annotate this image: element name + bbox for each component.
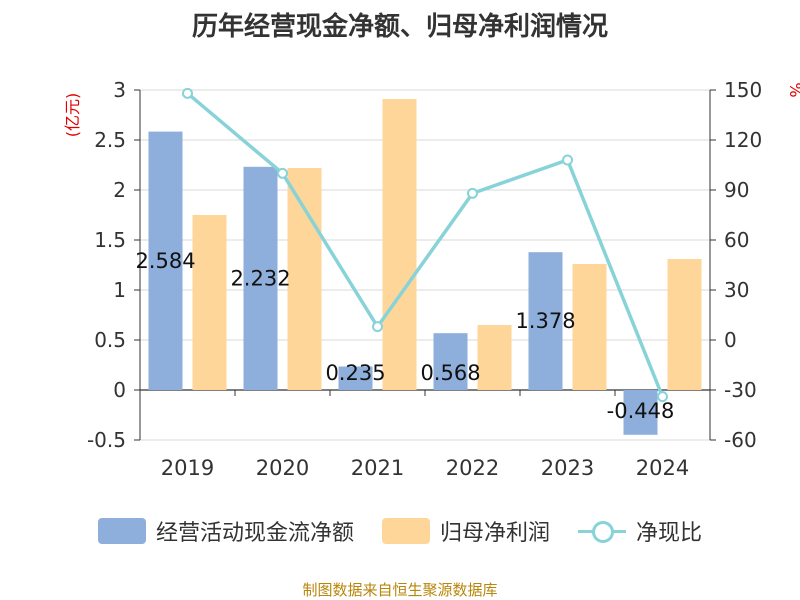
data-label-operating-cash-flow: 0.235 — [325, 361, 385, 385]
data-label-operating-cash-flow: 2.232 — [230, 266, 290, 290]
data-label-operating-cash-flow: 2.584 — [135, 249, 195, 273]
bar-net-profit — [477, 325, 512, 390]
x-tick-label: 2022 — [446, 456, 499, 480]
line-cash-ratio — [186, 91, 665, 398]
legend-label-cash-ratio: 净现比 — [636, 521, 703, 546]
legend-swatch-operating-cash-flow — [97, 518, 146, 544]
bar-net-profit — [382, 99, 417, 390]
x-tick-label: 2020 — [256, 456, 309, 480]
point-cash-ratio — [182, 87, 193, 99]
bar-operating-cash-flow — [528, 252, 563, 390]
legend-label-operating-cash-flow: 经营活动现金流净额 — [155, 521, 354, 546]
bar-operating-cash-flow — [623, 390, 658, 435]
bar-operating-cash-flow — [433, 333, 468, 390]
x-tick-label: 2021 — [351, 456, 404, 480]
chart-title: 历年经营现金净额、归母净利润情况 — [191, 12, 608, 42]
y-tick-label: 3 — [113, 78, 126, 102]
y2-tick-label: -60 — [724, 428, 757, 452]
point-cash-ratio — [467, 187, 478, 199]
y2-tick-label: 0 — [724, 328, 737, 352]
y-tick-label: 2 — [113, 178, 126, 202]
bar-net-profit — [287, 168, 322, 390]
bar-net-profit — [192, 215, 227, 390]
bar-operating-cash-flow — [243, 166, 278, 390]
y2-tick-label: 120 — [724, 128, 762, 152]
point-cash-ratio — [372, 321, 383, 333]
legend-swatch-net-profit — [381, 518, 430, 544]
x-tick-label: 2024 — [636, 456, 689, 480]
y-tick-label: 1.5 — [94, 228, 126, 252]
legend: 经营活动现金流净额 归母净利润 净现比 — [0, 515, 800, 547]
y2-axis-label: % — [786, 82, 800, 97]
data-source: 制图数据来自恒生聚源数据库 — [302, 581, 498, 599]
legend-item-operating-cash-flow[interactable]: 经营活动现金流净额 — [97, 515, 354, 547]
point-cash-ratio — [562, 154, 573, 166]
legend-label-net-profit: 归母净利润 — [439, 521, 550, 546]
data-label-operating-cash-flow: -0.448 — [607, 399, 675, 423]
legend-swatch-cash-ratio — [578, 518, 626, 544]
y-axis-label: (亿元) — [63, 93, 82, 138]
data-label-operating-cash-flow: 0.568 — [420, 361, 480, 385]
bar-operating-cash-flow — [338, 366, 373, 390]
y2-tick-label: 150 — [724, 78, 762, 102]
y-tick-label: 1 — [113, 278, 126, 302]
legend-item-net-profit[interactable]: 归母净利润 — [381, 515, 550, 547]
x-tick-label: 2019 — [161, 456, 214, 480]
y2-tick-label: 60 — [724, 228, 749, 252]
y2-tick-label: -30 — [724, 378, 757, 402]
point-cash-ratio — [277, 167, 288, 179]
legend-item-cash-ratio[interactable]: 净现比 — [578, 515, 702, 547]
bar-operating-cash-flow — [148, 131, 183, 390]
y-tick-label: -0.5 — [87, 428, 126, 452]
bar-net-profit — [667, 259, 702, 390]
bar-net-profit — [572, 264, 607, 390]
y2-tick-label: 90 — [724, 178, 749, 202]
point-cash-ratio — [657, 391, 668, 403]
y-tick-label: 0.5 — [94, 328, 126, 352]
data-label-operating-cash-flow: 1.378 — [515, 309, 575, 333]
y-tick-label: 0 — [113, 378, 126, 402]
y-tick-label: 2.5 — [94, 128, 126, 152]
x-tick-label: 2023 — [541, 456, 594, 480]
y2-tick-label: 30 — [724, 278, 749, 302]
